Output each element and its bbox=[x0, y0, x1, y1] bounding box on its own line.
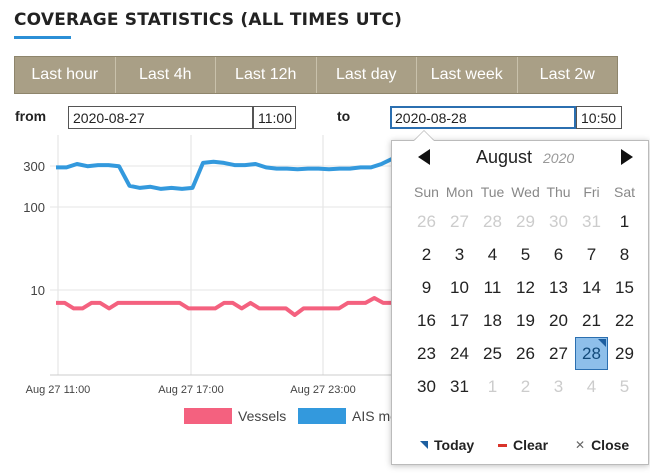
weekday-header: Fri bbox=[583, 184, 600, 200]
calendar-day[interactable]: 16 bbox=[417, 310, 436, 330]
calendar-day[interactable]: 2 bbox=[520, 376, 531, 396]
close-button[interactable]: ✕ Close bbox=[575, 437, 629, 453]
today-label: Today bbox=[434, 437, 475, 453]
calendar-day[interactable]: 29 bbox=[615, 343, 634, 363]
calendar-day[interactable]: 13 bbox=[549, 277, 568, 297]
calendar-day[interactable]: 11 bbox=[483, 277, 502, 297]
weekday-header: Sat bbox=[613, 184, 635, 200]
close-label: Close bbox=[591, 437, 630, 453]
calendar-day[interactable]: 5 bbox=[619, 376, 630, 396]
calendar-day[interactable]: 31 bbox=[582, 211, 601, 231]
calendar-day[interactable]: 10 bbox=[450, 277, 469, 297]
from-label: from bbox=[15, 108, 47, 124]
y-tick-label: 10 bbox=[31, 283, 45, 298]
calendar-year[interactable]: 2020 bbox=[543, 150, 575, 166]
calendar-day[interactable]: 31 bbox=[450, 376, 469, 396]
range-last-12h-button[interactable]: Last 12h bbox=[216, 57, 317, 93]
range-last-4h-button[interactable]: Last 4h bbox=[116, 57, 216, 93]
calendar-day[interactable]: 6 bbox=[553, 244, 564, 264]
clear-button[interactable]: Clear bbox=[498, 437, 548, 453]
calendar-day[interactable]: 8 bbox=[619, 244, 630, 264]
calendar-day[interactable]: 3 bbox=[454, 244, 465, 264]
weekday-header: Thu bbox=[546, 184, 571, 200]
calendar-day[interactable]: 25 bbox=[483, 343, 502, 363]
next-month-icon[interactable] bbox=[621, 149, 633, 165]
from-time-input[interactable]: 11:00 bbox=[253, 106, 296, 129]
calendar-day[interactable]: 4 bbox=[586, 376, 597, 396]
calendar-day[interactable]: 24 bbox=[450, 343, 469, 363]
page-title: COVERAGE STATISTICS (ALL TIMES UTC) bbox=[14, 10, 403, 30]
calendar-day[interactable]: 26 bbox=[417, 211, 436, 231]
weekday-header: Mon bbox=[445, 184, 474, 200]
calendar-day[interactable]: 30 bbox=[549, 211, 568, 231]
calendar-day[interactable]: 27 bbox=[549, 343, 568, 363]
legend-ais-swatch bbox=[298, 408, 346, 424]
range-selector: Last hour Last 4h Last 12h Last day Last… bbox=[14, 56, 618, 94]
calendar-day[interactable]: 1 bbox=[619, 211, 630, 231]
calendar-day[interactable]: 22 bbox=[615, 310, 634, 330]
today-button[interactable]: Today bbox=[420, 437, 474, 453]
calendar-day[interactable]: 23 bbox=[417, 343, 436, 363]
x-tick-label: Aug 27 17:00 bbox=[158, 384, 223, 396]
calendar-day[interactable]: 20 bbox=[549, 310, 568, 330]
calendar-pointer-inner bbox=[414, 131, 434, 141]
calendar-day[interactable]: 28 bbox=[483, 211, 502, 231]
calendar-day[interactable]: 30 bbox=[417, 376, 436, 396]
calendar-day[interactable]: 1 bbox=[487, 376, 498, 396]
calendar-day[interactable]: 19 bbox=[516, 310, 535, 330]
calendar-day[interactable]: 5 bbox=[520, 244, 531, 264]
to-label: to bbox=[337, 108, 351, 124]
calendar-header: August 2020 bbox=[392, 147, 648, 171]
calendar-day[interactable]: 12 bbox=[516, 277, 535, 297]
close-icon: ✕ bbox=[575, 438, 586, 452]
weekday-header: Sun bbox=[414, 184, 439, 200]
vessels-series-line bbox=[56, 296, 392, 317]
calendar-day[interactable]: 29 bbox=[516, 211, 535, 231]
calendar-day[interactable]: 21 bbox=[582, 310, 601, 330]
calendar-month: August bbox=[476, 147, 533, 167]
calendar-day-selected[interactable]: 28 bbox=[575, 337, 608, 370]
clear-label: Clear bbox=[513, 437, 549, 453]
calendar-day[interactable]: 7 bbox=[586, 244, 597, 264]
calendar-footer: Today Clear ✕ Close bbox=[392, 437, 648, 457]
calendar-day[interactable]: 26 bbox=[516, 343, 535, 363]
x-tick-label: Aug 27 11:00 bbox=[26, 384, 91, 396]
title-underline bbox=[14, 36, 71, 39]
calendar-day[interactable]: 4 bbox=[487, 244, 498, 264]
legend-vessels-swatch bbox=[184, 408, 232, 424]
date-picker-popup: August 2020 Sun Mon Tue Wed Thu Fri Sat 26 27 28 2… bbox=[391, 131, 649, 465]
calendar-day[interactable]: 17 bbox=[450, 310, 469, 330]
prev-month-icon[interactable] bbox=[418, 149, 430, 165]
calendar-day[interactable]: 14 bbox=[582, 277, 601, 297]
calendar-day[interactable]: 9 bbox=[421, 277, 432, 297]
range-last-day-button[interactable]: Last day bbox=[317, 57, 417, 93]
legend-vessels[interactable]: Vessels bbox=[184, 408, 286, 424]
range-last-2w-button[interactable]: Last 2w bbox=[539, 66, 595, 83]
to-time-input[interactable]: 10:50 bbox=[576, 106, 622, 129]
to-date-input[interactable]: 2020-08-28 bbox=[390, 106, 576, 129]
coverage-chart: 300 100 10 Aug 27 11:00 Aug 27 17:00 Aug… bbox=[23, 135, 392, 396]
y-tick-label: 100 bbox=[23, 200, 45, 215]
calendar-day[interactable]: 3 bbox=[553, 376, 564, 396]
from-date-input[interactable]: 2020-08-27 bbox=[68, 106, 253, 129]
ais-messages-series-line bbox=[56, 157, 392, 191]
clear-icon bbox=[498, 443, 507, 447]
x-tick-label: Aug 27 23:00 bbox=[290, 384, 355, 396]
weekday-header: Tue bbox=[480, 184, 505, 200]
calendar-day[interactable]: 2 bbox=[421, 244, 432, 264]
today-icon bbox=[420, 441, 428, 449]
y-tick-label: 300 bbox=[23, 159, 45, 174]
weekday-header: Wed bbox=[511, 184, 540, 200]
calendar-day[interactable]: 27 bbox=[450, 211, 469, 231]
range-last-hour-button[interactable]: Last hour bbox=[15, 57, 116, 93]
range-last-week-button[interactable]: Last week bbox=[417, 57, 518, 93]
calendar-grid: Sun Mon Tue Wed Thu Fri Sat 26 27 28 29 30 31 1 2 3 4 5 6 7… bbox=[410, 181, 641, 403]
calendar-day[interactable]: 15 bbox=[615, 277, 634, 297]
calendar-day[interactable]: 18 bbox=[483, 310, 502, 330]
legend-vessels-label: Vessels bbox=[238, 408, 287, 424]
